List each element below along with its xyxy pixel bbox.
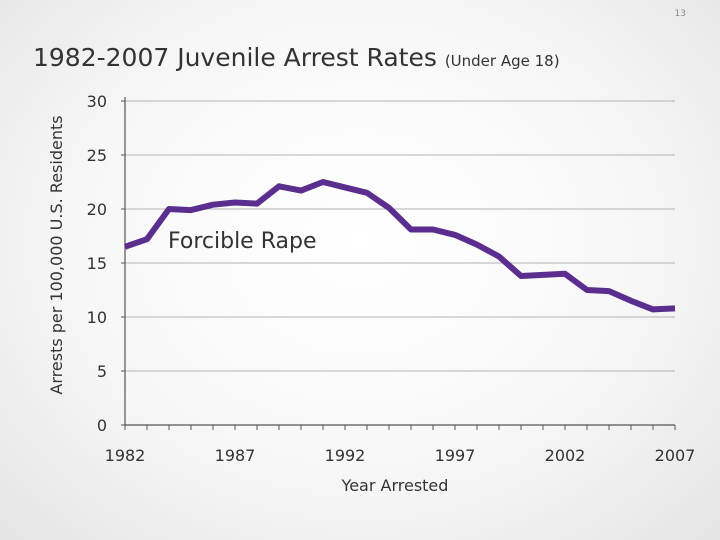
chart-subtitle: (Under Age 18): [444, 52, 560, 70]
axes: [121, 97, 676, 430]
x-tick-label: 2002: [545, 446, 586, 465]
y-tick-label: 10: [87, 308, 107, 327]
x-tick-label: 1992: [325, 446, 366, 465]
x-tick-label: 2007: [655, 446, 696, 465]
x-tick-label: 1982: [105, 446, 146, 465]
y-tick-label: 25: [87, 146, 107, 165]
y-tick-label: 20: [87, 200, 107, 219]
chart-title: 1982-2007 Juvenile Arrest Rates (Under A…: [33, 43, 560, 72]
y-tick-label: 0: [97, 416, 107, 435]
y-tick-label: 30: [87, 92, 107, 111]
gridlines: [125, 100, 675, 372]
chart-title-main: 1982-2007 Juvenile Arrest Rates: [33, 43, 437, 72]
y-tick-label: 5: [97, 362, 107, 381]
series-label-forcible-rape: Forcible Rape: [168, 229, 317, 254]
series-line-forcible-rape: [124, 179, 676, 313]
y-tick-label: 15: [87, 254, 107, 273]
y-axis-title: Arrests per 100,000 U.S. Residents: [47, 115, 66, 394]
page-number: 13: [674, 9, 686, 19]
series-lines: [124, 179, 676, 313]
x-tick-label: 1987: [215, 446, 256, 465]
tick-labels: 0 5 10 15 20 25 30 1982 1987 1992 1997 2002 2007: [87, 92, 696, 465]
x-axis-title: Year Arrested: [341, 476, 449, 495]
x-tick-label: 1997: [435, 446, 476, 465]
